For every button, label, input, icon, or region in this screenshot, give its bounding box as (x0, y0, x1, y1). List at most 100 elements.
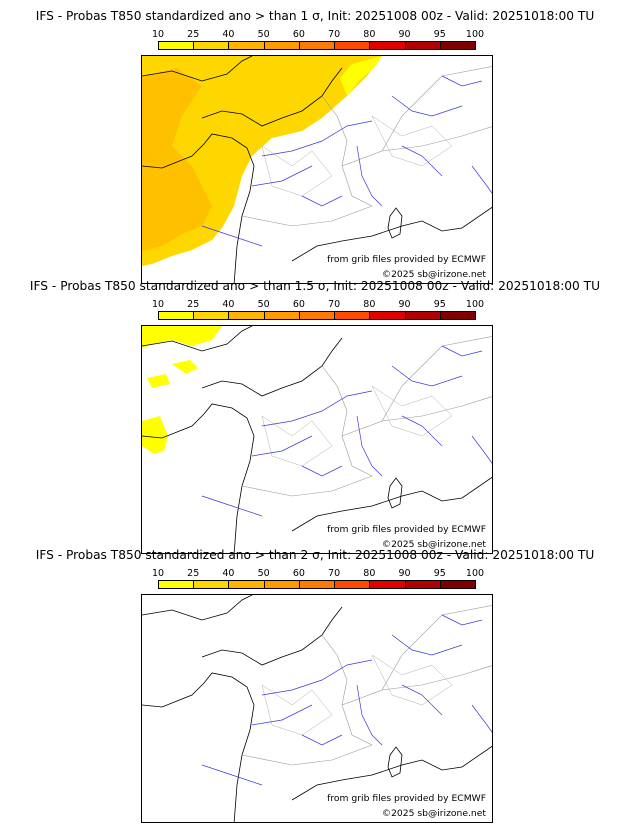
prob-area-10-25 (142, 416, 168, 454)
panel-2: IFS - Probas T850 standardized ano > tha… (0, 278, 630, 554)
colorbar-tick-label: 10 (151, 299, 165, 310)
prob-area-edge (340, 56, 382, 96)
colorbar-tick-label: 25 (187, 299, 200, 310)
colorbar-tick-label: 70 (328, 299, 341, 310)
probability-map (142, 595, 492, 822)
colorbar-tick-label: 10 (151, 568, 165, 579)
colorbar-segment (334, 311, 371, 320)
colorbar-tick-label: 100 (465, 299, 485, 310)
colorbar (158, 41, 476, 51)
colorbar-tick-label: 80 (363, 568, 376, 579)
colorbar-tick-label: 40 (222, 29, 235, 40)
prob-area-10-25 (147, 374, 170, 388)
colorbar-segment (298, 311, 336, 320)
colorbar-segment (334, 41, 371, 50)
probability-map (142, 326, 492, 553)
coastline (201, 337, 343, 397)
colorbar-tick-label: 50 (257, 568, 270, 579)
panel-title: IFS - Probas T850 standardized ano > tha… (29, 279, 601, 293)
colorbar-tick-label: 95 (433, 299, 446, 310)
colorbar (158, 311, 476, 321)
coastline-corsica (387, 746, 403, 778)
map-frame: from grib files provided by ECMWF ©2025 … (141, 55, 493, 284)
colorbar-segment (369, 41, 406, 50)
colorbar-segment (334, 580, 371, 589)
colorbar-tick-label: 90 (398, 568, 411, 579)
colorbar-segment (228, 41, 265, 50)
coastline (201, 606, 343, 666)
border-lines (261, 654, 453, 736)
rivers (201, 345, 483, 517)
colorbar-segment (404, 311, 441, 320)
colorbar-tick-label: 95 (433, 29, 446, 40)
probability-map (142, 56, 492, 283)
colorbar-segment (298, 41, 336, 50)
colorbar-segment (404, 580, 441, 589)
colorbar-segment (193, 41, 230, 50)
coastline (291, 206, 492, 262)
colorbar-tick-label: 25 (187, 29, 200, 40)
colorbar-segment (158, 580, 195, 589)
colorbar-segment (263, 580, 300, 589)
colorbar-segment (263, 41, 300, 50)
panel-title: IFS - Probas T850 standardized ano > tha… (35, 548, 595, 562)
colorbar-segment (439, 311, 476, 320)
colorbar-segment (193, 580, 230, 589)
coastline (142, 133, 255, 283)
coastline-uk (142, 326, 253, 352)
credit-copyright: ©2025 sb@irizone.net (381, 269, 486, 280)
coastline-corsica (387, 207, 403, 239)
rivers (301, 165, 492, 207)
border-lines (241, 605, 492, 766)
credit-source: from grib files provided by ECMWF (327, 254, 486, 265)
border-lines (241, 336, 492, 497)
panel-3: IFS - Probas T850 standardized ano > tha… (0, 547, 630, 823)
panel-1: IFS - Probas T850 standardized ano > tha… (0, 8, 630, 284)
colorbar-segment (228, 311, 265, 320)
coastline-corsica (387, 477, 403, 509)
colorbar-tick-label: 70 (328, 29, 341, 40)
credit-copyright: ©2025 sb@irizone.net (381, 808, 486, 819)
map-frame: from grib files provided by ECMWF ©2025 … (141, 325, 493, 554)
colorbar-segment (193, 311, 230, 320)
rivers (301, 704, 492, 746)
colorbar-tick-label: 10 (151, 29, 165, 40)
colorbar (158, 580, 476, 590)
rivers (301, 435, 492, 477)
colorbar-tick-label: 40 (222, 299, 235, 310)
colorbar-tick-label: 50 (257, 299, 270, 310)
colorbar-tick-label: 60 (292, 299, 305, 310)
colorbar-segment (369, 311, 406, 320)
coastline (142, 672, 255, 822)
colorbar-segment (228, 580, 265, 589)
colorbar-segment (439, 580, 476, 589)
coastline (201, 67, 343, 127)
colorbar-tick-label: 90 (398, 29, 411, 40)
panel-title: IFS - Probas T850 standardized ano > tha… (35, 9, 595, 23)
colorbar-segment (158, 311, 195, 320)
prob-area-25-40 (142, 68, 212, 251)
colorbar-tick-label: 50 (257, 29, 270, 40)
credit-source: from grib files provided by ECMWF (327, 793, 486, 804)
prob-area-10-25 (142, 326, 222, 348)
colorbar-segment (369, 580, 406, 589)
rivers (201, 614, 483, 786)
colorbar-segment (158, 41, 195, 50)
colorbar-tick-label: 95 (433, 568, 446, 579)
colorbar-tick-label: 100 (465, 29, 485, 40)
colorbar-tick-label: 60 (292, 568, 305, 579)
credit-copyright: ©2025 sb@irizone.net (381, 539, 486, 550)
colorbar-tick-label: 80 (363, 299, 376, 310)
coastline-uk (142, 56, 253, 82)
rivers (201, 75, 483, 247)
colorbar-tick-label: 80 (363, 29, 376, 40)
colorbar-tick-label: 100 (465, 568, 485, 579)
border-lines (261, 385, 453, 467)
colorbar-tick-label: 90 (398, 299, 411, 310)
colorbar-segment (298, 580, 336, 589)
map-frame: from grib files provided by ECMWF ©2025 … (141, 594, 493, 823)
colorbar-tick-label: 70 (328, 568, 341, 579)
coastline (142, 403, 255, 553)
colorbar-segment (439, 41, 476, 50)
colorbar-tick-label: 40 (222, 568, 235, 579)
